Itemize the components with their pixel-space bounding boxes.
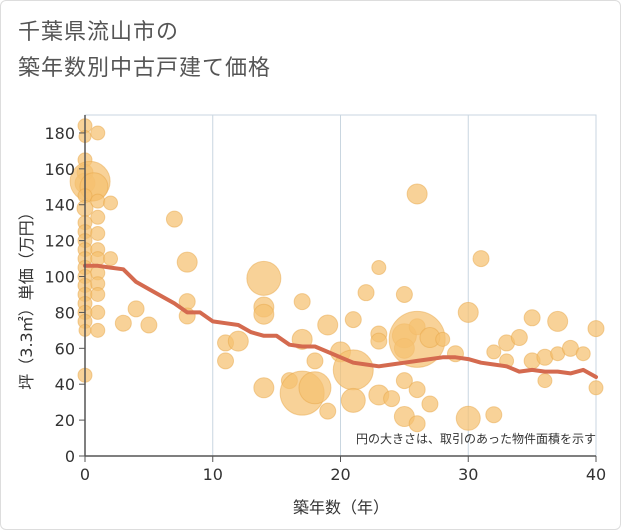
tick-labels: 0 20 40 60 80 100 120 140 160 180 0 10 20 30 40 [44,124,606,484]
bubble-point [90,125,106,141]
bubble-point [90,225,106,241]
y-tick-label: 20 [55,411,75,430]
y-tick-label: 160 [44,160,75,179]
grid-lines [84,114,597,457]
x-tick-label: 40 [586,465,606,484]
bubble-point [90,193,106,209]
y-tick-label: 180 [44,124,75,143]
bubble-point [485,406,503,424]
bubble-point [344,311,362,329]
bubble-point [127,300,145,318]
bubble-point [408,381,426,399]
bubble-point [103,195,119,211]
y-tick-label: 60 [55,339,75,358]
x-tick-label: 30 [458,465,478,484]
x-axis-label: 築年数（年） [293,498,389,517]
bubble-point [588,380,604,396]
bubble-point [317,314,339,336]
y-tick-label: 100 [44,268,75,287]
bubble-point [537,373,553,389]
bubble-point [227,330,249,352]
bubble-point [455,405,481,431]
bubble-point [90,322,106,338]
bubble-point [319,402,337,420]
bubble-point [383,390,401,408]
bubble-point [306,352,324,370]
bubble-point [340,387,366,413]
bubble-series [69,118,605,433]
bubble-point [370,332,388,350]
x-tick-label: 0 [80,465,90,484]
bubble-point [435,331,451,347]
y-tick-label: 140 [44,196,75,215]
bubble-point [217,352,235,370]
bubble-point [587,320,605,338]
axes [79,115,597,462]
bubble-point [575,346,591,362]
bubble-point [523,309,541,327]
y-tick-label: 0 [65,447,75,466]
bubble-size-note: 円の大きさは、取引のあった物件面積を示す [356,431,596,446]
bubble-point [371,260,387,276]
bubble-point [406,183,428,205]
bubble-point [547,310,569,332]
x-tick-label: 10 [203,465,223,484]
bubble-point [395,285,413,303]
bubble-point [510,329,528,347]
bubble-point [176,251,198,273]
bubble-point [246,260,282,296]
bubble-point [140,316,158,334]
bubble-point [90,251,106,267]
bubble-point [90,304,106,320]
bubble-point [253,303,275,325]
bubble-point [457,301,479,323]
bubble-point [408,415,426,433]
bubble-point [421,395,439,413]
bubble-point [103,251,119,267]
bubble-point [90,286,106,302]
bubble-point [253,377,275,399]
y-tick-label: 120 [44,232,75,251]
y-tick-label: 40 [55,375,75,394]
bubble-point [298,371,332,405]
bubble-point [486,344,502,360]
bubble-point [293,293,311,311]
bubble-point [472,250,490,268]
bubble-point [165,210,183,228]
bubble-point [395,372,413,390]
trend-line [83,263,598,379]
chart-title: 千葉県流山市の 築年数別中古戸建て価格 [18,20,272,81]
bubble-point [357,284,375,302]
x-tick-label: 20 [330,465,350,484]
bubble-point [114,314,132,332]
y-axis-label: 坪（3.3㎡）単価（万円） [17,204,36,389]
bubble-point [90,209,106,225]
y-tick-label: 80 [55,303,75,322]
